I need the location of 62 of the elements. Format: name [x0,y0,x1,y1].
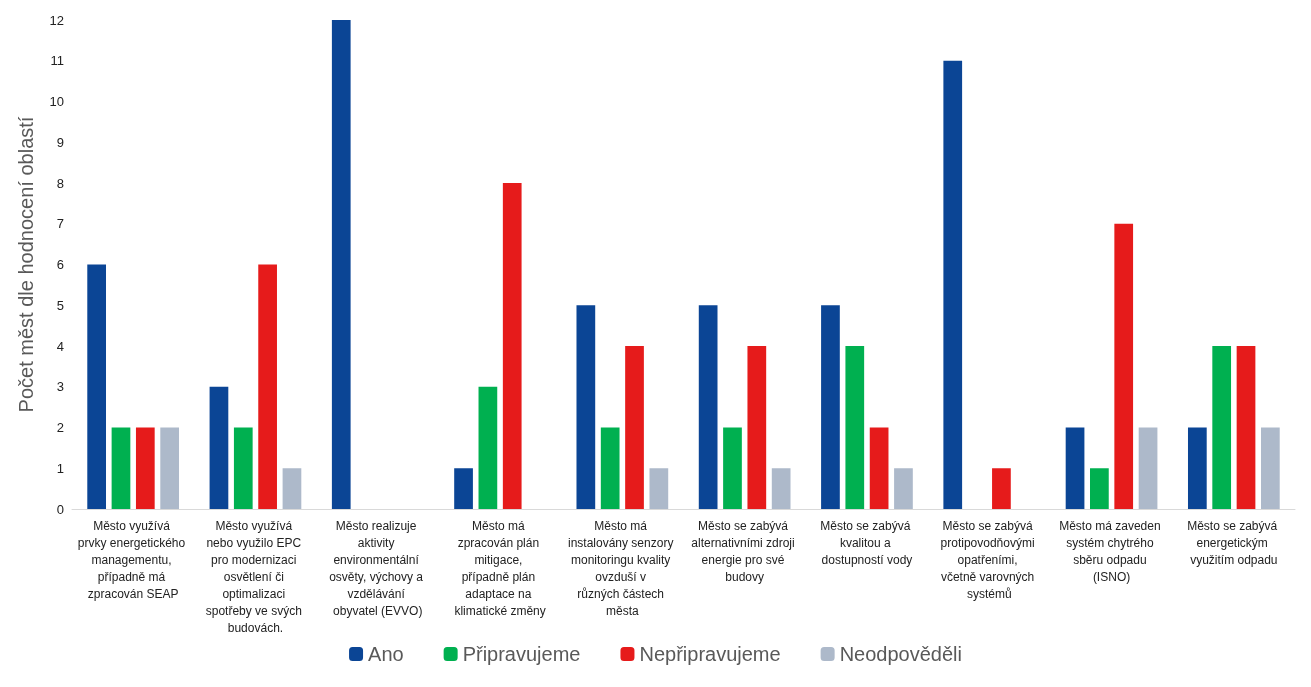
bar [894,468,913,509]
bar [160,427,180,509]
bar [845,346,865,509]
bar [282,468,302,509]
bar [1090,468,1109,509]
y-tick-label: 0 [56,501,64,517]
x-tick-label: Město má zpracován plán mitigace, případně plán adaptace na klimatické změny [454,518,546,618]
bar [1114,223,1134,509]
bar [87,264,107,509]
bar [1260,427,1280,509]
x-tick-label: Město realizuje aktivity environmentální osvěty, výchovy a vzdělávání obyvatel (EVVO) [329,518,427,618]
y-tick-label: 2 [56,420,64,435]
y-axis-title: Počet měst dle hodnocení oblastí [15,116,37,413]
bar [698,305,718,509]
bar [1212,346,1232,509]
bar [943,60,963,509]
bar [992,468,1011,509]
y-tick-label: 6 [56,257,64,272]
bar [111,427,131,509]
bar [600,427,620,509]
bar [869,427,889,509]
x-tick-label: Město využívá nebo využilo EPC pro modernizaci osvětlení či optimalizaci spotřeby ve svých budovách. [205,518,306,635]
bar [1065,427,1085,509]
legend-label: Připravujeme [462,643,581,665]
x-tick-label: Město se zabývá energetickým využitím odpadu [1187,518,1281,567]
bar [331,20,351,509]
bar [576,305,596,509]
bar [209,386,229,509]
y-tick-label: 5 [56,297,64,313]
bar [233,427,253,509]
y-tick-label: 7 [56,216,64,232]
bar [135,427,155,509]
x-tick-label: Město má zaveden systém chytrého sběru odpadu (ISNO) [1059,518,1164,584]
bar [1138,427,1158,509]
bar [258,264,277,509]
y-tick-label: 11 [50,53,64,69]
x-tick-label: Město se zabývá alternativními zdroji energie pro své budovy [691,518,799,584]
bar [649,468,669,509]
bar [502,183,522,509]
y-tick-label: 3 [56,379,64,395]
y-tick-label: 9 [56,134,64,150]
bar [747,346,767,509]
y-tick-label: 8 [56,175,64,191]
legend-label: Neodpověděli [839,643,962,665]
y-tick-label: 12 [49,12,64,28]
bar [454,468,473,509]
x-tick-label: Město se zabývá kvalitou a dostupností vody [820,518,914,567]
bar [821,305,840,509]
x-tick-label: Město se zabývá protipovodňovými opatřeními, včetně varovných systémů [940,518,1038,601]
bar [1236,346,1256,509]
bar [723,427,742,509]
bar [1187,427,1207,509]
bar [478,386,498,509]
y-tick-label: 4 [56,338,64,354]
x-tick-label: Město využívá prvky energetického managementu, případně má zpracován SEAP [77,518,189,601]
y-tick-label: 10 [49,94,64,109]
x-tick-label: Město má instalovány senzory monitoringu kvality ovzduší v různých částech města [567,518,677,618]
legend-label: Nepřipravujeme [639,643,781,665]
bar [771,468,791,509]
bar [625,346,644,509]
y-tick-label: 1 [56,460,64,476]
legend-label: Ano [368,643,404,665]
